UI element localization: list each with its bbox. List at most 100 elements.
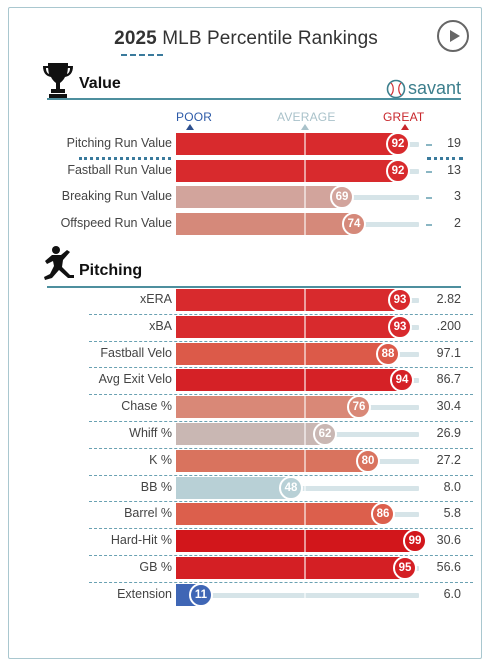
percentile-bar xyxy=(176,159,400,182)
metric-row-gb[interactable]: GB % 95 56.6 xyxy=(9,556,483,583)
metric-value: 2.82 xyxy=(436,292,461,306)
value-tick xyxy=(426,144,432,146)
metric-label: Chase % xyxy=(121,399,172,414)
row-divider xyxy=(89,474,473,476)
percentile-bar xyxy=(176,342,390,365)
value-tick xyxy=(426,170,432,173)
average-midline xyxy=(304,503,306,526)
percentile-bar xyxy=(176,133,400,155)
metric-value: 6.0 xyxy=(443,586,461,601)
metric-label: Extension xyxy=(117,586,172,601)
metric-row-k[interactable]: K % 80 27.2 xyxy=(9,448,483,476)
percentile-badge: 76 xyxy=(347,395,371,420)
metric-row-xera[interactable]: xERA 93 2.82 xyxy=(9,288,483,315)
section-divider xyxy=(47,98,461,100)
row-divider xyxy=(89,340,473,342)
section-divider xyxy=(47,286,461,288)
metric-label: K % xyxy=(149,452,172,467)
percentile-bar xyxy=(176,449,370,472)
percentile-bar xyxy=(176,212,356,235)
average-midline xyxy=(304,557,306,579)
percentile-badge: 95 xyxy=(393,556,417,580)
row-divider xyxy=(89,394,473,396)
metric-row-fastball-velo[interactable]: Fastball Velo 88 97.1 xyxy=(9,341,483,369)
metric-label: Avg Exit Velo xyxy=(98,372,172,387)
average-arrow-icon xyxy=(301,124,309,130)
percentile-badge: 11 xyxy=(189,582,213,607)
average-midline xyxy=(304,583,306,606)
percentile-track xyxy=(176,592,419,598)
metric-label: BB % xyxy=(140,479,172,494)
percentile-badge: 99 xyxy=(403,529,427,554)
average-midline xyxy=(304,186,306,208)
section-title-value: Value xyxy=(79,75,121,92)
row-divider xyxy=(89,501,473,503)
metric-row-extension[interactable]: Extension 11 6.0 xyxy=(9,582,483,607)
scale-label-average: AVERAGE xyxy=(277,110,336,124)
value-tick xyxy=(426,223,432,226)
poor-arrow-icon xyxy=(186,124,194,130)
play-icon xyxy=(450,30,460,42)
metric-value: 13 xyxy=(447,162,461,177)
metric-value: 5.8 xyxy=(443,506,461,521)
percentile-bar xyxy=(176,476,293,499)
metric-row-fastball-run-value[interactable]: Fastball Run Value 92 13 xyxy=(9,158,483,183)
percentile-bar xyxy=(176,530,417,553)
metric-row-bb[interactable]: BB % 48 8.0 xyxy=(9,475,483,503)
metric-row-chase[interactable]: Chase % 76 30.4 xyxy=(9,395,483,422)
average-midline xyxy=(304,133,306,155)
metric-row-barrel[interactable]: Barrel % 86 5.8 xyxy=(9,502,483,530)
metric-label: Offspeed Run Value xyxy=(60,215,172,230)
metric-row-hard-hit[interactable]: Hard-Hit % 99 30.6 xyxy=(9,529,483,556)
section-header-pitching: Pitching xyxy=(41,244,461,288)
title-year: 2025 xyxy=(114,28,157,49)
percentile-bar xyxy=(176,396,361,419)
average-midline xyxy=(304,289,306,311)
trophy-icon xyxy=(43,63,73,98)
metric-row-whiff[interactable]: Whiff % 62 26.9 xyxy=(9,422,483,449)
metric-value: 27.2 xyxy=(436,452,461,467)
metric-label: Hard-Hit % xyxy=(110,533,172,548)
percentile-badge: 88 xyxy=(376,341,400,366)
average-midline xyxy=(304,476,306,499)
row-divider xyxy=(89,420,473,422)
percentile-badge: 93 xyxy=(388,314,412,339)
percentile-badge: 80 xyxy=(356,448,380,473)
row-divider xyxy=(89,528,473,530)
title-year-underline xyxy=(121,54,163,56)
percentile-bar xyxy=(176,289,402,311)
row-divider xyxy=(89,367,473,369)
metric-row-pitching-run-value[interactable]: Pitching Run Value 92 19 xyxy=(9,132,483,156)
metric-row-offspeed-run-value[interactable]: Offspeed Run Value 74 2 xyxy=(9,211,483,236)
savant-brand-text: savant xyxy=(408,78,462,98)
metric-row-xba[interactable]: xBA 93 .200 xyxy=(9,314,483,342)
play-button[interactable] xyxy=(437,20,469,52)
percentile-badge: 94 xyxy=(390,368,414,393)
metric-row-breaking-run-value[interactable]: Breaking Run Value 69 3 xyxy=(9,185,483,209)
average-midline xyxy=(304,396,306,419)
metric-value: 3 xyxy=(454,189,461,203)
percentile-bar xyxy=(176,557,407,579)
percentile-badge: 92 xyxy=(386,158,410,183)
metric-label: Breaking Run Value xyxy=(61,189,172,203)
metric-label: xERA xyxy=(140,292,172,306)
title-text: MLB Percentile Rankings xyxy=(162,28,378,49)
row-divider xyxy=(89,447,473,449)
metric-label: Whiff % xyxy=(129,426,172,440)
percentile-badge: 86 xyxy=(371,502,395,527)
metric-value: 2 xyxy=(454,215,461,230)
metric-value: 8.0 xyxy=(443,479,461,494)
metric-label: Barrel % xyxy=(124,506,172,521)
average-midline xyxy=(304,423,306,445)
metric-row-avg-exit-velo[interactable]: Avg Exit Velo 94 86.7 xyxy=(9,368,483,396)
metric-label: Pitching Run Value xyxy=(66,136,172,150)
metric-value: .200 xyxy=(436,318,461,333)
metric-label: xBA xyxy=(149,318,172,333)
value-tick xyxy=(426,197,432,199)
pitcher-icon xyxy=(44,246,74,280)
average-midline xyxy=(304,212,306,235)
row-divider xyxy=(89,554,473,556)
percentile-bar xyxy=(176,369,404,392)
percentile-badge: 69 xyxy=(330,185,354,209)
percentile-badge: 48 xyxy=(279,475,303,500)
